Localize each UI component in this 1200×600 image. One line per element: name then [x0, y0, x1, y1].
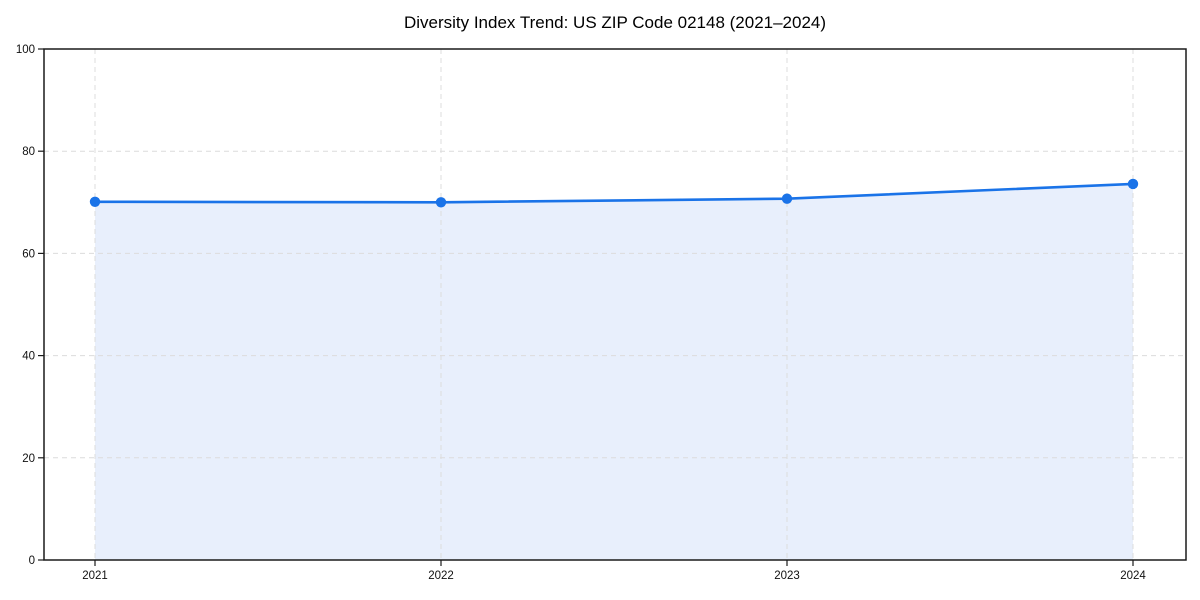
x-tick-label-2023: 2023 — [774, 570, 800, 582]
chart-title: Diversity Index Trend: US ZIP Code 02148… — [403, 13, 827, 32]
y-tick-label-40: 40 — [22, 351, 35, 363]
y-tick-label-100: 100 — [16, 44, 35, 56]
y-tick-label-20: 20 — [22, 453, 35, 465]
data-point-2023 — [781, 193, 793, 204]
data-point-2024 — [1127, 178, 1139, 190]
data-point-2021 — [89, 196, 101, 207]
y-tick-label-60: 60 — [22, 248, 35, 260]
area-fill — [95, 183, 1133, 561]
trend-line — [93, 182, 1135, 204]
x-tick-label-2021: 2021 — [82, 570, 108, 582]
y-tick-label-0: 0 — [29, 555, 35, 567]
data-point-2022 — [435, 197, 447, 208]
axes-frame — [43, 48, 1187, 561]
y-tick-label-80: 80 — [22, 146, 35, 158]
x-tick-label-2024: 2024 — [1120, 570, 1146, 582]
x-tick-label-2022: 2022 — [428, 570, 454, 582]
